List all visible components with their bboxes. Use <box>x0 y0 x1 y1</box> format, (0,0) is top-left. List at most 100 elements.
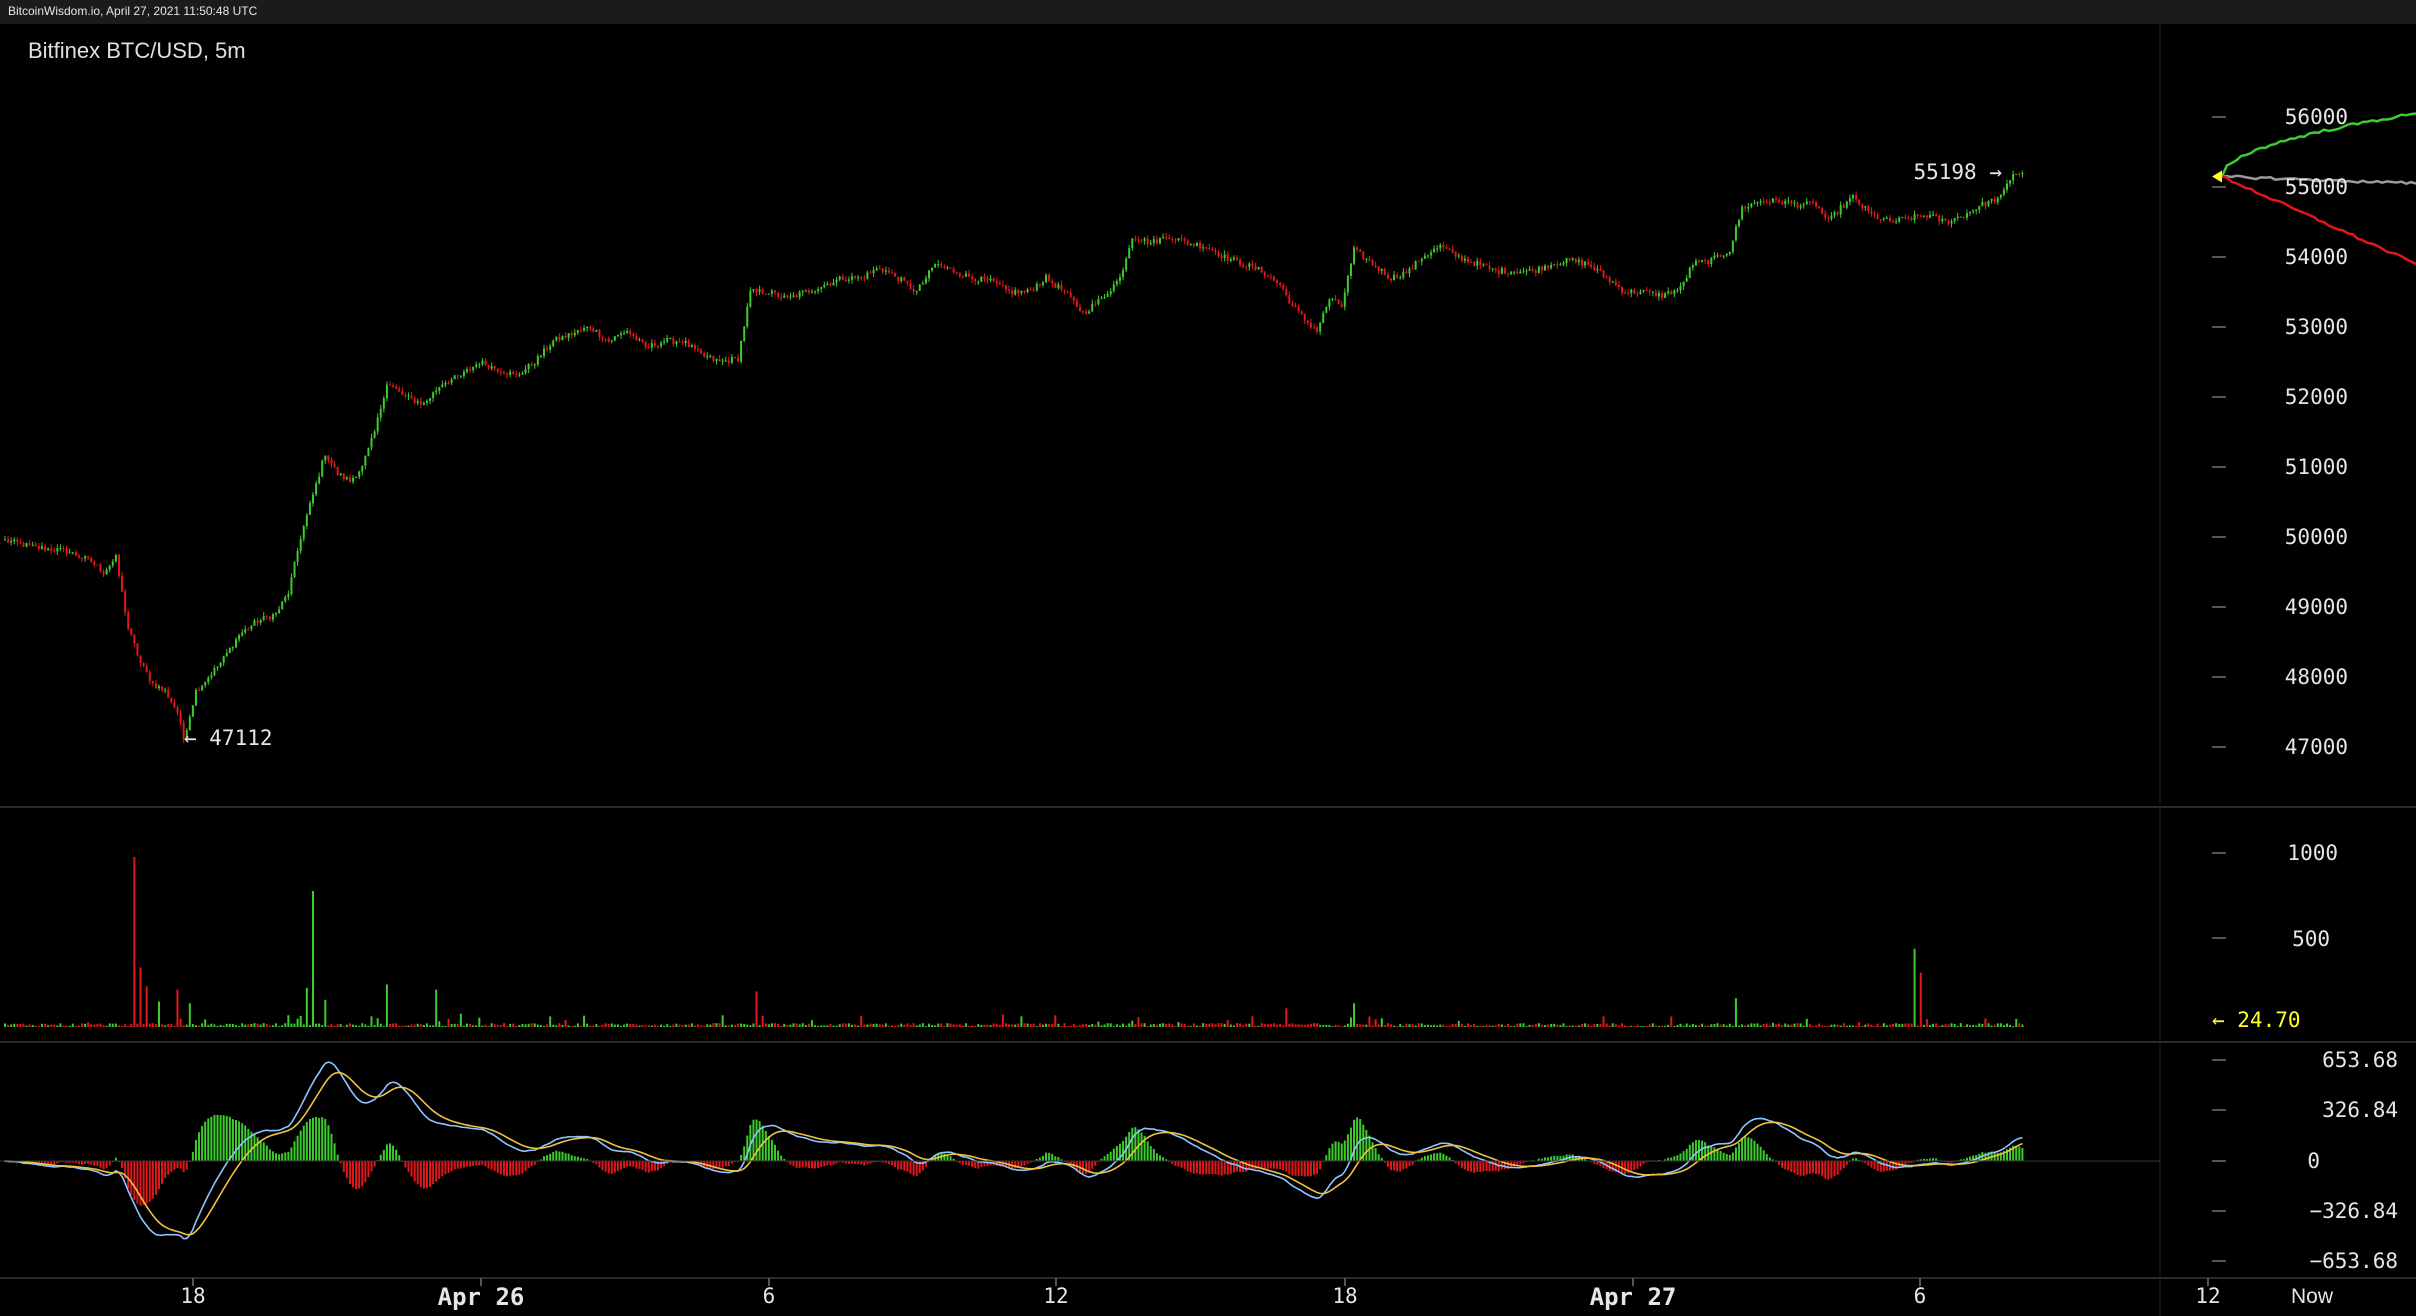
candle-body <box>1503 268 1506 274</box>
candle-body <box>321 460 324 477</box>
macd-histogram-bar <box>1195 1161 1198 1174</box>
volume-bar <box>638 1025 641 1027</box>
volume-bar <box>1060 1025 1063 1027</box>
volume-bar <box>1790 1024 1793 1027</box>
macd-histogram-bar <box>121 1161 124 1169</box>
macd-histogram-bar <box>1950 1161 1953 1163</box>
macd-histogram-bar <box>884 1161 887 1163</box>
volume-bar <box>207 1024 210 1027</box>
candle-body <box>851 276 853 280</box>
candle-body <box>937 263 940 265</box>
volume-bar <box>472 1025 475 1027</box>
macd-histogram-bar <box>1297 1161 1300 1177</box>
volume-bar <box>1648 1024 1651 1027</box>
candle-body <box>549 346 552 350</box>
volume-bar <box>783 1023 786 1027</box>
macd-histogram-bar <box>1771 1159 1774 1161</box>
volume-bar <box>1531 1025 1534 1027</box>
volume-bar <box>2006 1023 2008 1027</box>
candle-body <box>1925 215 1928 218</box>
candle-body <box>1913 214 1916 221</box>
candle-body <box>863 277 866 279</box>
macd-histogram-bar <box>780 1155 783 1161</box>
macd-histogram-bar <box>1128 1132 1131 1161</box>
volume-bar <box>527 1023 530 1027</box>
volume-bar <box>924 1026 927 1027</box>
volume-bar <box>801 1023 804 1027</box>
macd-histogram-bar <box>161 1161 164 1184</box>
volume-bar <box>857 1025 860 1027</box>
volume-bar <box>749 1025 752 1027</box>
price-chart[interactable]: Bitfinex BTC/USD, 5m 56000 55000 54000 5… <box>0 24 2416 1316</box>
macd-histogram-bar <box>644 1161 647 1172</box>
volume-bar <box>894 1025 897 1027</box>
volume-bar <box>1482 1025 1485 1027</box>
volume-bar <box>1664 1025 1667 1027</box>
candle-body <box>1888 217 1891 222</box>
volume-bar <box>1162 1023 1165 1027</box>
macd-histogram-bar <box>1824 1161 1827 1179</box>
macd-histogram-bar <box>1519 1161 1522 1165</box>
volume-bar <box>854 1024 857 1027</box>
volume-bar <box>1852 1025 1854 1027</box>
volume-bar <box>752 1023 755 1027</box>
macd-histogram-bar <box>1088 1161 1091 1173</box>
candle-body <box>275 613 278 615</box>
volume-bar <box>1220 1023 1223 1027</box>
macd-histogram-bar <box>1759 1146 1762 1161</box>
macd-histogram-bar <box>1334 1141 1337 1161</box>
macd-histogram-bar <box>268 1149 271 1161</box>
macd-histogram-bar <box>327 1125 330 1161</box>
volume-bar <box>19 1023 22 1027</box>
macd-histogram-bar <box>804 1161 807 1168</box>
macd-histogram-bar <box>1331 1143 1334 1161</box>
macd-histogram-bar <box>389 1143 391 1161</box>
macd-histogram-bar <box>1796 1161 1799 1176</box>
candle-body <box>158 686 160 689</box>
macd-histogram-bar <box>610 1161 613 1174</box>
macd-histogram-bar <box>647 1161 650 1173</box>
volume-bar <box>1935 1023 1938 1027</box>
volume-bar <box>1833 1024 1836 1027</box>
candle-body <box>299 538 302 552</box>
macd-histogram-bar <box>419 1161 422 1188</box>
candle-body <box>1713 255 1716 259</box>
macd-signal-line <box>4 1071 2023 1236</box>
macd-histogram-bar <box>663 1161 666 1167</box>
candle-body <box>804 290 807 292</box>
volume-bar <box>435 989 438 1027</box>
volume-bar <box>1054 1015 1057 1027</box>
candle-body <box>1180 238 1183 240</box>
volume-bar <box>613 1024 616 1027</box>
macd-histogram-bar <box>823 1161 826 1167</box>
macd-histogram-bar <box>1522 1161 1525 1164</box>
candle-body <box>312 494 314 504</box>
macd-histogram-bar <box>133 1161 136 1200</box>
volume-bar <box>1645 1026 1648 1027</box>
volume-bar <box>339 1024 342 1027</box>
volume-bar <box>1405 1023 1408 1027</box>
macd-histogram-bar <box>1929 1158 1931 1161</box>
macd-histogram-bar <box>1741 1137 1744 1161</box>
macd-histogram-bar <box>1959 1159 1962 1161</box>
macd-histogram-bar <box>1710 1146 1713 1161</box>
volume-bar <box>1793 1023 1796 1027</box>
volume-bar <box>145 986 148 1027</box>
volume-bar <box>1041 1024 1044 1027</box>
candle-body <box>96 564 99 566</box>
macd-histogram-bar <box>2015 1145 2018 1161</box>
volume-bar <box>912 1023 915 1027</box>
macd-histogram-bar <box>235 1120 237 1161</box>
volume-bar <box>1291 1023 1294 1027</box>
candle-body <box>1876 214 1879 220</box>
macd-histogram-bar <box>579 1157 582 1161</box>
volume-bar <box>429 1025 432 1027</box>
candle-body <box>506 373 509 375</box>
candle-body <box>1833 212 1836 216</box>
volume-bar <box>1063 1023 1066 1027</box>
candle-body <box>1556 264 1559 266</box>
candle-body <box>1057 284 1060 288</box>
volume-bar <box>774 1023 776 1027</box>
candle-body <box>1365 258 1368 260</box>
macd-histogram-bar <box>456 1161 459 1169</box>
